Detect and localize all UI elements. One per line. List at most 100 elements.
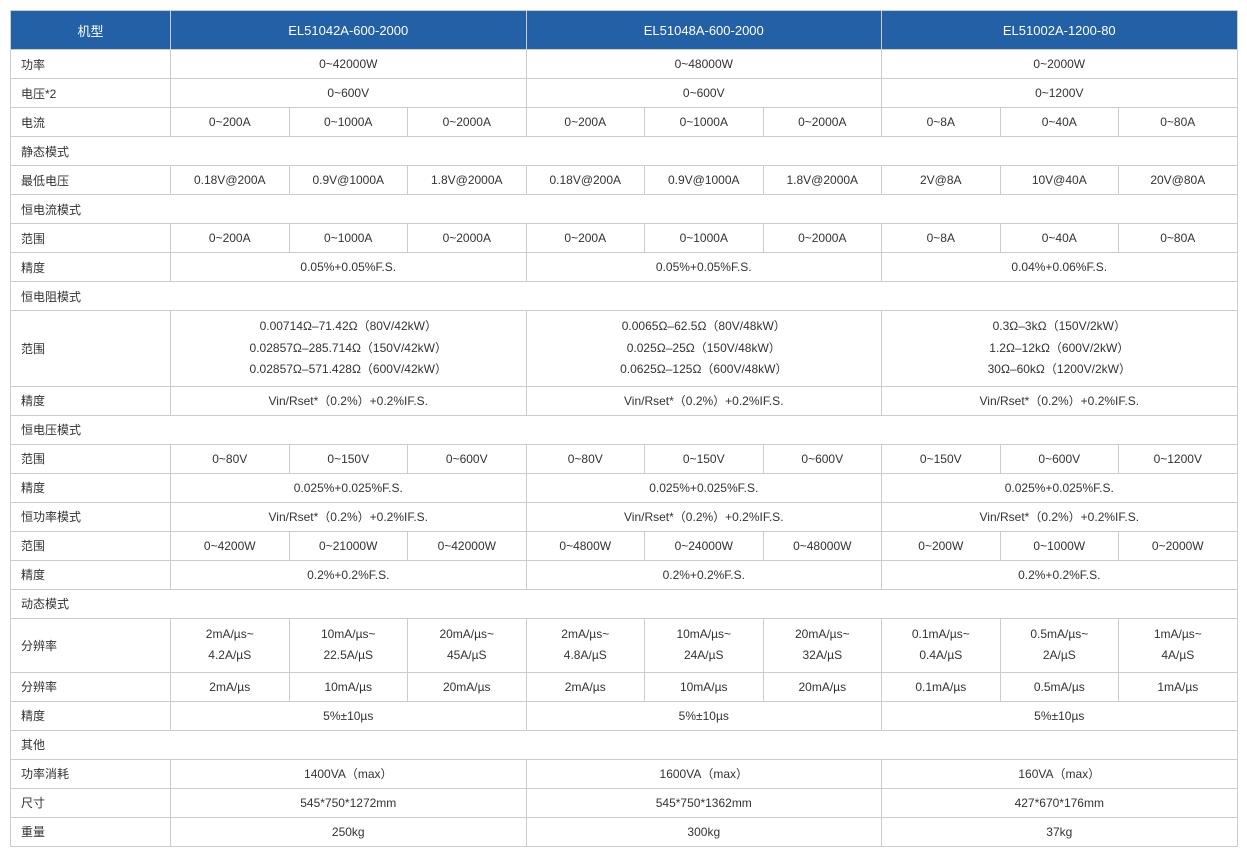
cell: 545*750*1272mm (171, 788, 527, 817)
row-cp-mode: 恒功率模式 Vin/Rset*（0.2%）+0.2%IF.S. Vin/Rset… (11, 502, 1238, 531)
row-cc-acc: 精度 0.05%+0.05%F.S. 0.05%+0.05%F.S. 0.04%… (11, 253, 1238, 282)
cell: 0.3Ω–3kΩ（150V/2kW） 1.2Ω–12kΩ（600V/2kW） 3… (882, 311, 1238, 387)
cell: 0.5mA/µs (1000, 672, 1119, 701)
cell: 20mA/µs (408, 672, 527, 701)
label-voltage: 电压*2 (11, 79, 171, 108)
cell: 0~80V (526, 444, 645, 473)
cell: 1.8V@2000A (763, 166, 882, 195)
section-cr: 恒电阻模式 (11, 282, 1238, 311)
cell: 0~2000A (763, 108, 882, 137)
row-cv-acc: 精度 0.025%+0.025%F.S. 0.025%+0.025%F.S. 0… (11, 473, 1238, 502)
cell: Vin/Rset*（0.2%）+0.2%IF.S. (171, 386, 527, 415)
cell: 0~24000W (645, 531, 764, 560)
cell: 10mA/µs (645, 672, 764, 701)
label-cr-range: 范围 (11, 311, 171, 387)
cell: 0.18V@200A (171, 166, 290, 195)
cell: 0.025%+0.025%F.S. (526, 473, 882, 502)
cell: 0.9V@1000A (289, 166, 408, 195)
cell: 300kg (526, 817, 882, 846)
row-dyn-mode: 动态模式 (11, 589, 1238, 618)
label-cp-acc: 精度 (11, 560, 171, 589)
cell: Vin/Rset*（0.2%）+0.2%IF.S. (526, 386, 882, 415)
t: 10mA/µs~ (651, 624, 757, 646)
cell: 1mA/µs (1119, 672, 1238, 701)
cell: 10V@40A (1000, 166, 1119, 195)
row-static-mode: 静态模式 (11, 137, 1238, 166)
label-cc-acc: 精度 (11, 253, 171, 282)
cell: 20V@80A (1119, 166, 1238, 195)
cell: 0~48000W (763, 531, 882, 560)
cell: 0~200A (171, 224, 290, 253)
row-power: 功率 0~42000W 0~48000W 0~2000W (11, 50, 1238, 79)
cell: 0~2000W (882, 50, 1238, 79)
cell: 427*670*176mm (882, 788, 1238, 817)
label-size: 尺寸 (11, 788, 171, 817)
cell: 0.0065Ω–62.5Ω（80V/48kW） 0.025Ω–25Ω（150V/… (526, 311, 882, 387)
row-min-voltage: 最低电压 0.18V@200A 0.9V@1000A 1.8V@2000A 0.… (11, 166, 1238, 195)
label-cv-acc: 精度 (11, 473, 171, 502)
b: 2A/µS (1007, 645, 1113, 667)
t: 2mA/µs~ (177, 624, 283, 646)
cell: 0.2%+0.2%F.S. (171, 560, 527, 589)
cell: 0~1000A (289, 108, 408, 137)
line: 0.0625Ω–125Ω（600V/48kW） (533, 359, 876, 381)
cell: 0~2000A (763, 224, 882, 253)
cell: 0~80A (1119, 108, 1238, 137)
cell: 0~4200W (171, 531, 290, 560)
cell: 0~150V (645, 444, 764, 473)
cell: 0~21000W (289, 531, 408, 560)
b: 4A/µS (1125, 645, 1231, 667)
cell: 0~1000A (289, 224, 408, 253)
cell: 0~8A (882, 108, 1001, 137)
cell: 0.18V@200A (526, 166, 645, 195)
cell: 0.04%+0.06%F.S. (882, 253, 1238, 282)
section-cv: 恒电压模式 (11, 415, 1238, 444)
cell: 0~2000W (1119, 531, 1238, 560)
b: 0.4A/µS (888, 645, 994, 667)
cell: 37kg (882, 817, 1238, 846)
cell: 20mA/µs (763, 672, 882, 701)
cell: 5%±10µs (882, 701, 1238, 730)
label-cr-acc: 精度 (11, 386, 171, 415)
row-cr-mode: 恒电阻模式 (11, 282, 1238, 311)
cell: 0~2000A (408, 108, 527, 137)
cell: 2mA/µs (171, 672, 290, 701)
cell: 0~2000A (408, 224, 527, 253)
row-cv-range: 范围 0~80V 0~150V 0~600V 0~80V 0~150V 0~60… (11, 444, 1238, 473)
t: 0.5mA/µs~ (1007, 624, 1113, 646)
section-other: 其他 (11, 730, 1238, 759)
cell: 0~600V (763, 444, 882, 473)
cell: 0~40A (1000, 108, 1119, 137)
header-model-label: 机型 (11, 11, 171, 50)
line: 0.02857Ω–571.428Ω（600V/42kW） (177, 359, 520, 381)
cell: 0.1mA/µs (882, 672, 1001, 701)
cell: 0~200A (171, 108, 290, 137)
cell: 10mA/µs~22.5A/µS (289, 618, 408, 672)
cell: 0~1000A (645, 224, 764, 253)
t: 20mA/µs~ (414, 624, 520, 646)
b: 4.2A/µS (177, 645, 283, 667)
cell: 0.9V@1000A (645, 166, 764, 195)
label-dyn-acc: 精度 (11, 701, 171, 730)
label-cp-mode: 恒功率模式 (11, 502, 171, 531)
cell: 0.05%+0.05%F.S. (526, 253, 882, 282)
label-dyn-res2: 分辨率 (11, 672, 171, 701)
row-cp-acc: 精度 0.2%+0.2%F.S. 0.2%+0.2%F.S. 0.2%+0.2%… (11, 560, 1238, 589)
row-weight: 重量 250kg 300kg 37kg (11, 817, 1238, 846)
cell: 0~42000W (171, 50, 527, 79)
b: 45A/µS (414, 645, 520, 667)
cell: 0~200A (526, 224, 645, 253)
label-cc-range: 范围 (11, 224, 171, 253)
cell: 0.025%+0.025%F.S. (171, 473, 527, 502)
cell: Vin/Rset*（0.2%）+0.2%IF.S. (882, 502, 1238, 531)
line: 0.02857Ω–285.714Ω（150V/42kW） (177, 338, 520, 360)
t: 10mA/µs~ (296, 624, 402, 646)
cell: 0~150V (882, 444, 1001, 473)
line: 1.2Ω–12kΩ（600V/2kW） (888, 338, 1231, 360)
cell: Vin/Rset*（0.2%）+0.2%IF.S. (526, 502, 882, 531)
row-cc-range: 范围 0~200A 0~1000A 0~2000A 0~200A 0~1000A… (11, 224, 1238, 253)
b: 24A/µS (651, 645, 757, 667)
row-voltage: 电压*2 0~600V 0~600V 0~1200V (11, 79, 1238, 108)
line: 0.3Ω–3kΩ（150V/2kW） (888, 316, 1231, 338)
cell: 0~1200V (882, 79, 1238, 108)
